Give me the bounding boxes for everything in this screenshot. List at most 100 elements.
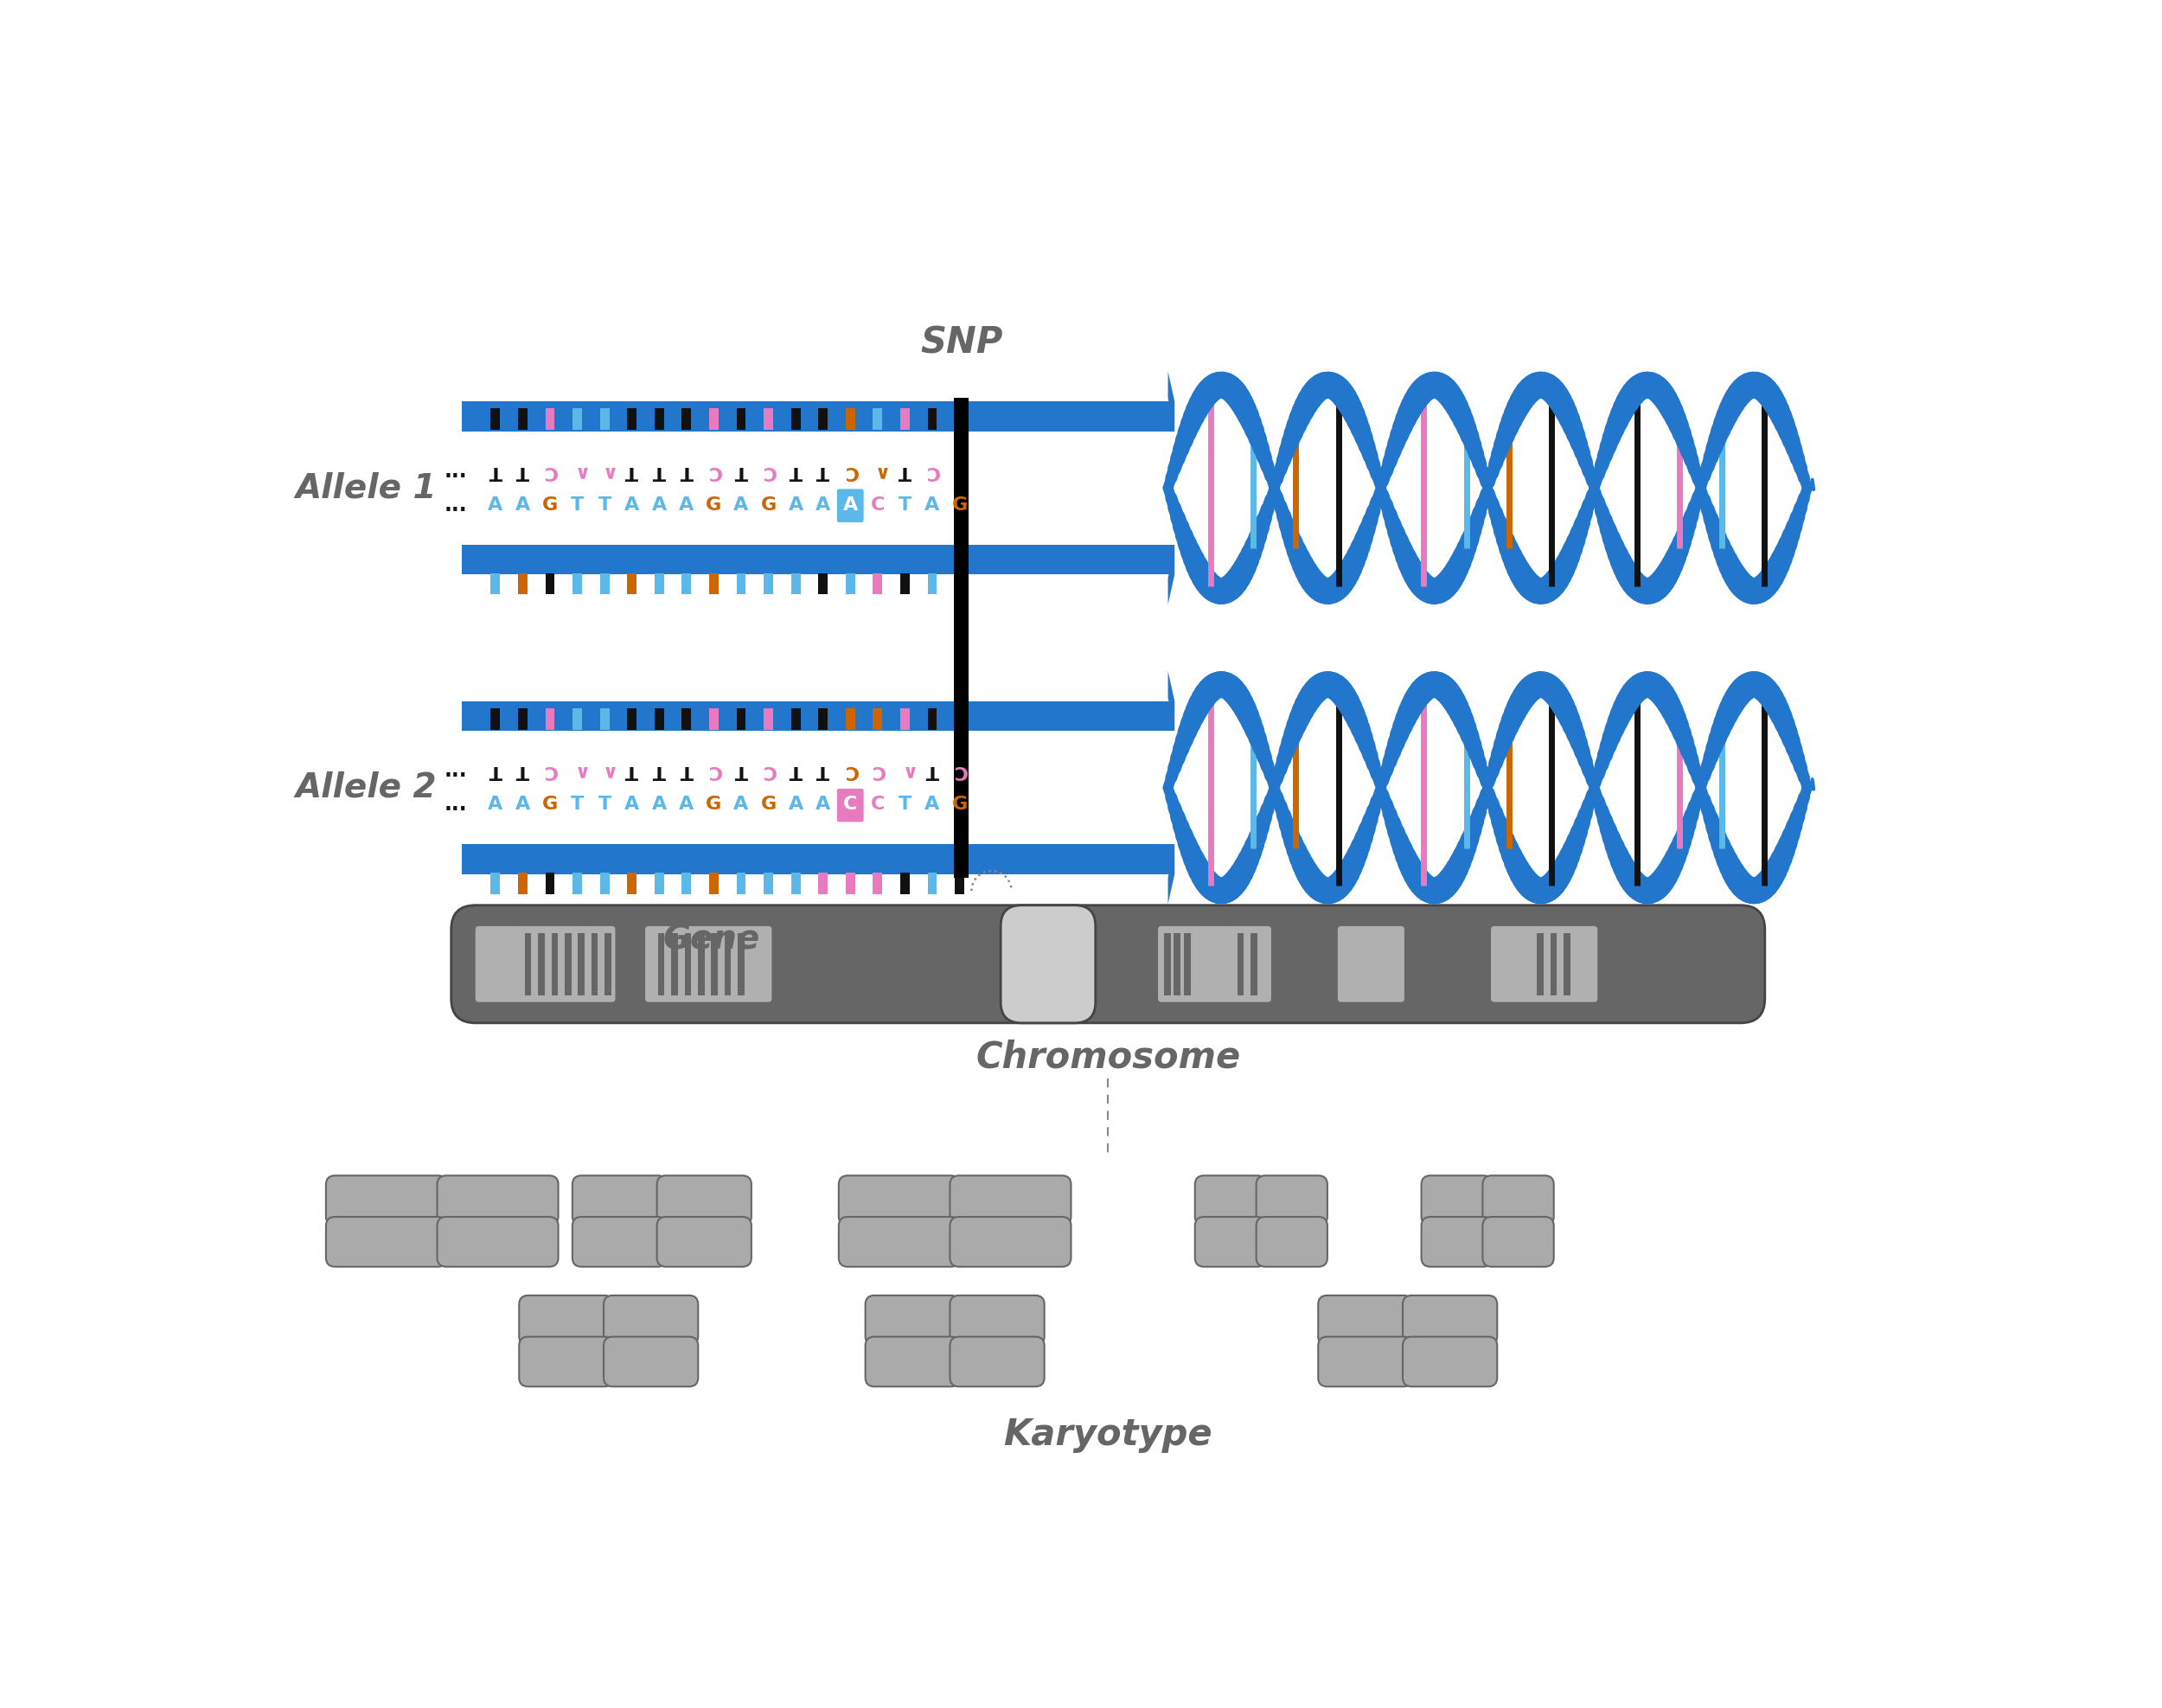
Text: A: A: [679, 796, 694, 813]
Bar: [845, 408, 854, 430]
Text: C: C: [761, 463, 776, 480]
Text: T: T: [571, 497, 584, 514]
FancyBboxPatch shape: [949, 1216, 1070, 1267]
Bar: [763, 408, 774, 430]
Bar: [737, 709, 746, 729]
Text: T: T: [489, 463, 502, 480]
Text: C: C: [843, 463, 858, 480]
Bar: [724, 933, 731, 996]
Bar: [1423, 933, 1431, 996]
Text: A: A: [925, 796, 940, 813]
Bar: [709, 709, 718, 729]
Bar: [899, 873, 910, 893]
Bar: [819, 873, 828, 893]
Bar: [681, 709, 692, 729]
Bar: [670, 933, 679, 996]
Bar: [956, 574, 964, 594]
Text: ∧: ∧: [897, 762, 912, 779]
FancyBboxPatch shape: [437, 1216, 558, 1267]
FancyBboxPatch shape: [1196, 1175, 1267, 1225]
FancyBboxPatch shape: [603, 1295, 698, 1346]
Text: G: G: [761, 796, 776, 813]
Text: A: A: [733, 796, 748, 813]
Text: A: A: [625, 796, 640, 813]
Text: C: C: [953, 762, 966, 779]
FancyBboxPatch shape: [1492, 926, 1598, 1003]
FancyBboxPatch shape: [657, 1216, 752, 1267]
Bar: [545, 574, 556, 594]
Bar: [927, 574, 936, 594]
Bar: [845, 873, 854, 893]
Bar: [538, 933, 545, 996]
Bar: [590, 933, 599, 996]
Text: A: A: [489, 497, 504, 514]
Text: Allele 2: Allele 2: [296, 772, 437, 804]
FancyBboxPatch shape: [949, 1337, 1044, 1387]
FancyBboxPatch shape: [476, 926, 616, 1003]
Text: A: A: [815, 796, 830, 813]
Text: T: T: [571, 796, 584, 813]
FancyBboxPatch shape: [1403, 1295, 1498, 1346]
Bar: [599, 873, 610, 893]
FancyBboxPatch shape: [573, 1175, 666, 1225]
Text: G: G: [707, 497, 722, 514]
Text: ...: ...: [443, 760, 467, 781]
Bar: [1185, 933, 1191, 996]
Bar: [956, 408, 964, 430]
Bar: [685, 933, 692, 996]
FancyBboxPatch shape: [839, 1175, 960, 1225]
FancyBboxPatch shape: [603, 1337, 698, 1387]
Bar: [655, 408, 664, 430]
Text: C: C: [871, 762, 884, 779]
Bar: [681, 873, 692, 893]
Text: T: T: [489, 762, 502, 779]
Bar: [845, 574, 854, 594]
Polygon shape: [1167, 671, 1174, 731]
Bar: [709, 408, 718, 430]
Text: A: A: [843, 497, 858, 514]
Bar: [627, 574, 636, 594]
Text: C: C: [925, 463, 938, 480]
Bar: [1250, 933, 1256, 996]
FancyBboxPatch shape: [865, 1295, 960, 1346]
Text: T: T: [899, 463, 912, 480]
FancyBboxPatch shape: [837, 488, 863, 523]
Text: A: A: [515, 796, 530, 813]
Bar: [1550, 933, 1557, 996]
Text: A: A: [925, 497, 940, 514]
Bar: [551, 933, 558, 996]
Bar: [577, 933, 584, 996]
Bar: [899, 574, 910, 594]
Bar: [873, 574, 882, 594]
Text: T: T: [899, 796, 912, 813]
Text: A: A: [515, 497, 530, 514]
Bar: [737, 873, 746, 893]
Polygon shape: [1167, 371, 1174, 432]
Text: T: T: [679, 762, 694, 779]
Text: A: A: [679, 497, 694, 514]
Text: G: G: [761, 497, 776, 514]
Bar: [819, 709, 828, 729]
Text: T: T: [735, 762, 748, 779]
Text: T: T: [599, 796, 612, 813]
FancyBboxPatch shape: [949, 1175, 1070, 1225]
FancyBboxPatch shape: [1159, 926, 1271, 1003]
Bar: [599, 574, 610, 594]
Bar: [599, 408, 610, 430]
Bar: [737, 574, 746, 594]
Text: T: T: [625, 762, 638, 779]
FancyBboxPatch shape: [1338, 926, 1405, 1003]
Bar: [491, 574, 499, 594]
Bar: [791, 709, 800, 729]
Bar: [927, 408, 936, 430]
Bar: [605, 933, 612, 996]
Bar: [573, 709, 582, 729]
Bar: [655, 574, 664, 594]
Text: T: T: [517, 463, 530, 480]
Bar: [1537, 933, 1544, 996]
FancyBboxPatch shape: [1483, 1216, 1554, 1267]
FancyBboxPatch shape: [865, 1337, 960, 1387]
Bar: [873, 709, 882, 729]
Text: T: T: [817, 762, 830, 779]
Bar: [819, 408, 828, 430]
